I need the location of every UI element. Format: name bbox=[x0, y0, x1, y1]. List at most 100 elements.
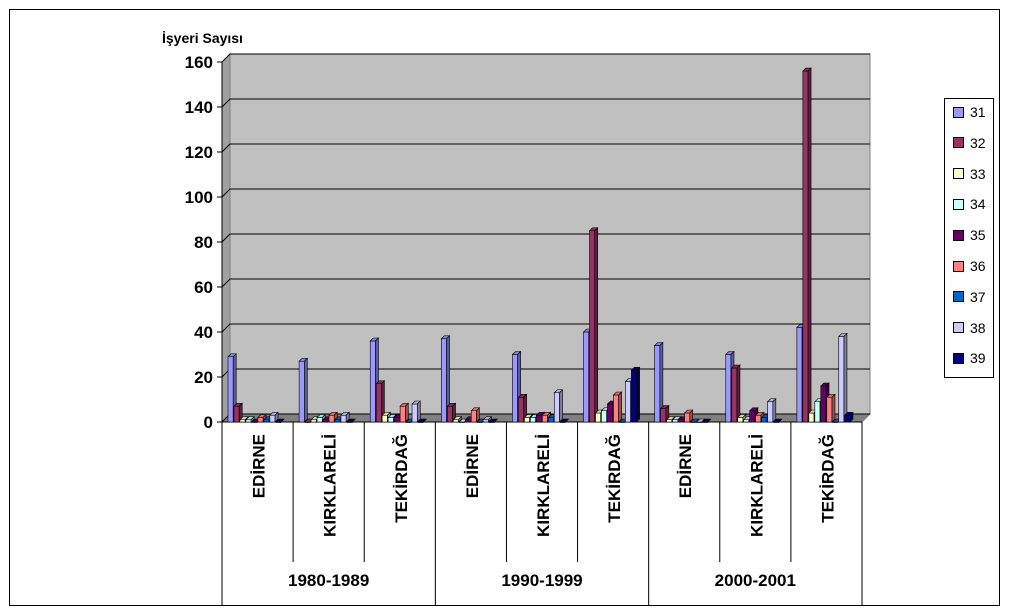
bar-side bbox=[280, 418, 285, 423]
bar bbox=[470, 410, 477, 423]
y-tick-label: 140 bbox=[185, 98, 213, 117]
bar bbox=[245, 419, 252, 423]
legend-label: 39 bbox=[970, 350, 986, 367]
bar bbox=[328, 414, 335, 423]
x-category-label: KIRKLARELİ bbox=[747, 434, 766, 537]
bar bbox=[387, 417, 394, 423]
bar bbox=[518, 396, 524, 423]
bar bbox=[334, 419, 341, 423]
bar bbox=[536, 414, 542, 423]
legend-swatch bbox=[953, 260, 964, 272]
legend-swatch bbox=[953, 291, 964, 303]
bar bbox=[399, 405, 406, 423]
bar bbox=[316, 417, 323, 423]
legend-swatch bbox=[953, 168, 964, 180]
bar bbox=[684, 412, 691, 423]
bar-side bbox=[423, 418, 427, 423]
bar bbox=[660, 408, 667, 423]
legend-label: 31 bbox=[970, 104, 986, 120]
bar bbox=[583, 331, 590, 423]
bar-side bbox=[736, 364, 741, 423]
bar bbox=[512, 354, 518, 423]
gridline bbox=[221, 143, 870, 153]
bar bbox=[666, 419, 673, 423]
bar bbox=[767, 401, 774, 423]
bar bbox=[625, 381, 631, 423]
bar bbox=[322, 419, 329, 423]
bar-side bbox=[849, 411, 854, 423]
bar-side bbox=[689, 409, 694, 423]
bar-side bbox=[559, 389, 563, 423]
bar-side bbox=[494, 418, 498, 423]
bar bbox=[802, 70, 809, 423]
y-tick-label: 20 bbox=[194, 368, 213, 387]
gridline bbox=[221, 278, 870, 288]
legend-label: 36 bbox=[970, 258, 986, 274]
bar bbox=[607, 403, 613, 423]
gridline bbox=[221, 53, 870, 63]
x-category-label: KIRKLARELİ bbox=[321, 434, 340, 537]
bar-side bbox=[618, 391, 622, 423]
bar-side bbox=[594, 227, 599, 423]
gridline bbox=[221, 98, 870, 108]
bar bbox=[601, 410, 607, 423]
y-tick-label: 80 bbox=[194, 233, 213, 252]
bar bbox=[298, 360, 305, 423]
bar bbox=[393, 417, 400, 423]
bar-side bbox=[304, 357, 308, 423]
legend-item: 35 bbox=[953, 227, 986, 243]
legend-item: 31 bbox=[953, 104, 986, 120]
bar-side bbox=[250, 416, 255, 423]
bar bbox=[654, 345, 661, 423]
x-category-label: TEKİRDAĞ bbox=[605, 434, 624, 523]
bar-side bbox=[416, 400, 421, 423]
legend-swatch bbox=[953, 106, 964, 118]
x-category-label: EDİRNE bbox=[250, 434, 269, 498]
bar-side bbox=[778, 418, 783, 423]
bar-side bbox=[458, 416, 462, 423]
legend-label: 32 bbox=[970, 134, 986, 151]
legend-item: 34 bbox=[953, 196, 986, 212]
bar-side bbox=[565, 418, 569, 423]
bar bbox=[554, 392, 560, 423]
bar-side bbox=[405, 402, 409, 423]
bar bbox=[808, 412, 815, 423]
legend-swatch bbox=[953, 322, 964, 334]
bar bbox=[595, 412, 602, 423]
bar-side bbox=[772, 398, 777, 423]
bar bbox=[844, 414, 851, 423]
legend-swatch bbox=[953, 198, 964, 210]
y-tick-label: 0 bbox=[204, 413, 213, 432]
bar bbox=[381, 414, 388, 423]
bar bbox=[257, 417, 264, 423]
legend: 31 32 33 34 35 36 37 38 39 bbox=[944, 98, 994, 378]
bar bbox=[749, 410, 756, 423]
bar bbox=[263, 419, 270, 423]
bar-side bbox=[476, 407, 480, 423]
legend-label: 38 bbox=[970, 319, 986, 336]
bar-side bbox=[351, 418, 356, 423]
bar bbox=[227, 356, 234, 423]
bar bbox=[452, 419, 459, 423]
y-tick-label: 120 bbox=[185, 143, 213, 162]
x-category-label: EDİRNE bbox=[676, 434, 695, 498]
bar-side bbox=[707, 418, 711, 423]
bar bbox=[530, 417, 536, 423]
y-axis-title: İşyeri Sayısı bbox=[162, 30, 243, 46]
bar bbox=[613, 394, 619, 423]
bar-side bbox=[345, 411, 350, 423]
bar bbox=[340, 414, 347, 423]
bar-side bbox=[843, 332, 848, 423]
x-group-label: 1990-1999 bbox=[501, 571, 582, 590]
chart-frame: İşyeri Sayısı 0 20 40 60 80 100 120 140 160 EDİRN… bbox=[9, 9, 1000, 606]
x-category-label: EDİRNE bbox=[463, 434, 482, 498]
bar bbox=[447, 405, 453, 423]
bar bbox=[542, 414, 548, 423]
bar-side bbox=[807, 67, 812, 423]
legend-label: 33 bbox=[970, 165, 986, 182]
y-tick-label: 100 bbox=[185, 188, 213, 207]
bar bbox=[820, 385, 827, 423]
bar-side bbox=[636, 366, 640, 423]
bar bbox=[375, 383, 382, 423]
bar bbox=[411, 403, 418, 423]
